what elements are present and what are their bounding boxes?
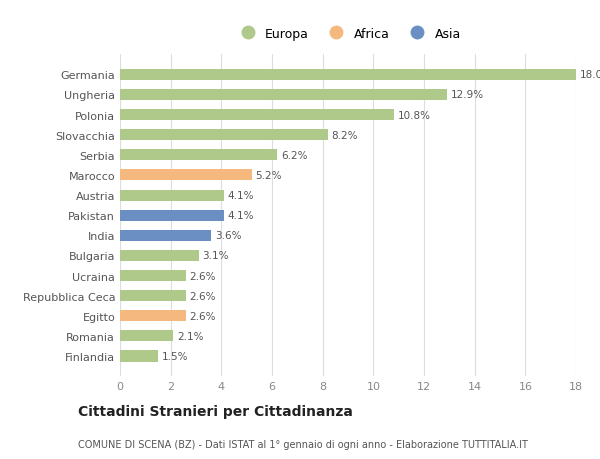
Bar <box>120 270 186 281</box>
Text: COMUNE DI SCENA (BZ) - Dati ISTAT al 1° gennaio di ogni anno - Elaborazione TUTT: COMUNE DI SCENA (BZ) - Dati ISTAT al 1° … <box>78 440 528 449</box>
Text: 2.6%: 2.6% <box>190 291 216 301</box>
Text: 10.8%: 10.8% <box>397 110 430 120</box>
Legend: Europa, Africa, Asia: Europa, Africa, Asia <box>230 23 466 46</box>
Text: 1.5%: 1.5% <box>162 351 188 361</box>
Bar <box>120 190 224 201</box>
Text: 3.6%: 3.6% <box>215 231 241 241</box>
Bar <box>120 351 158 362</box>
Text: 5.2%: 5.2% <box>256 171 282 180</box>
Text: 3.1%: 3.1% <box>202 251 229 261</box>
Bar <box>120 170 252 181</box>
Bar <box>120 210 224 221</box>
Text: 2.6%: 2.6% <box>190 311 216 321</box>
Bar <box>120 90 447 101</box>
Bar <box>120 330 173 341</box>
Bar <box>120 70 576 81</box>
Text: 6.2%: 6.2% <box>281 151 307 161</box>
Text: 2.6%: 2.6% <box>190 271 216 281</box>
Bar <box>120 150 277 161</box>
Bar <box>120 311 186 322</box>
Text: 4.1%: 4.1% <box>227 190 254 201</box>
Bar <box>120 250 199 262</box>
Bar <box>120 110 394 121</box>
Bar <box>120 291 186 302</box>
Text: 18.0%: 18.0% <box>580 70 600 80</box>
Bar <box>120 130 328 141</box>
Text: 8.2%: 8.2% <box>332 130 358 140</box>
Text: 12.9%: 12.9% <box>451 90 484 100</box>
Text: Cittadini Stranieri per Cittadinanza: Cittadini Stranieri per Cittadinanza <box>78 404 353 419</box>
Text: 2.1%: 2.1% <box>177 331 203 341</box>
Bar <box>120 230 211 241</box>
Text: 4.1%: 4.1% <box>227 211 254 221</box>
